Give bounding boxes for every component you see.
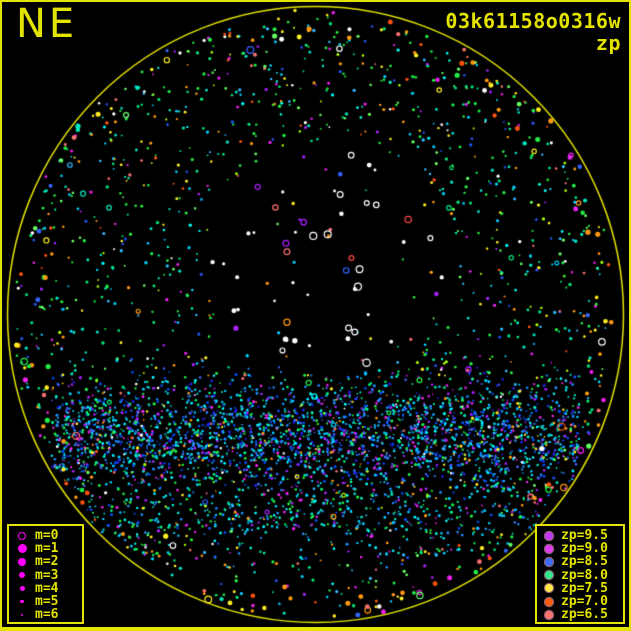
- magnitude-label: m=1: [35, 541, 59, 557]
- legend-row: m=0: [9, 529, 82, 542]
- zeropoint-legend: zp=9.5 zp=9.0 zp=8.5 zp=8.0 zp=7.5 zp=7.…: [535, 524, 625, 624]
- magnitude-label: m=6: [35, 607, 59, 623]
- zeropoint-marker: [545, 584, 553, 593]
- zeropoint-marker: [545, 597, 553, 606]
- magnitude-marker-dot: [18, 558, 26, 566]
- magnitude-marker-dot: [19, 585, 25, 591]
- magnitude-label: m=5: [35, 594, 59, 610]
- magnitude-label: m=0: [35, 528, 59, 544]
- magnitude-marker-dot: [20, 599, 24, 604]
- magnitude-label: m=2: [35, 554, 59, 570]
- magnitude-marker-dot: [17, 544, 27, 554]
- zeropoint-label: zp=8.0: [561, 567, 608, 583]
- zeropoint-marker: [545, 610, 553, 619]
- magnitude-label: m=4: [35, 580, 59, 596]
- magnitude-marker-ring: [18, 531, 26, 540]
- zeropoint-marker: [545, 544, 553, 553]
- legend-row: zp=7.0: [537, 595, 623, 608]
- map-type-label: zp: [595, 31, 621, 55]
- legend-row: zp=8.0: [537, 569, 623, 582]
- zeropoint-marker: [545, 531, 553, 540]
- magnitude-marker-dot: [18, 571, 26, 579]
- magnitude-label: m=3: [35, 567, 59, 583]
- orientation-label: NE: [16, 1, 78, 47]
- legend-row: m=4: [9, 582, 82, 595]
- zeropoint-marker: [545, 571, 553, 580]
- legend-row: m=6: [9, 608, 82, 621]
- zeropoint-label: zp=8.5: [561, 554, 608, 570]
- plot-frame-bottom-edge: [0, 627, 631, 631]
- legend-row: m=2: [9, 555, 82, 568]
- legend-row: zp=7.5: [537, 582, 623, 595]
- zeropoint-label: zp=9.0: [561, 541, 608, 557]
- legend-row: m=3: [9, 569, 82, 582]
- legend-row: zp=9.0: [537, 542, 623, 555]
- zeropoint-label: zp=7.5: [561, 580, 608, 596]
- legend-row: zp=8.5: [537, 555, 623, 568]
- zeropoint-label: zp=6.5: [561, 607, 608, 623]
- legend-row: zp=6.5: [537, 608, 623, 621]
- legend-row: zp=9.5: [537, 529, 623, 542]
- magnitude-marker-dot: [21, 613, 23, 616]
- magnitude-legend: m=0 m=1 m=2 m=3 m=4 m=5 m=6: [7, 524, 84, 624]
- title-block: 03k61158o0316w zp: [445, 10, 621, 54]
- legend-row: m=1: [9, 542, 82, 555]
- legend-row: m=5: [9, 595, 82, 608]
- exposure-id: 03k61158o0316w: [445, 9, 621, 33]
- zeropoint-label: zp=9.5: [561, 528, 608, 544]
- zeropoint-label: zp=7.0: [561, 594, 608, 610]
- zeropoint-marker: [545, 557, 553, 566]
